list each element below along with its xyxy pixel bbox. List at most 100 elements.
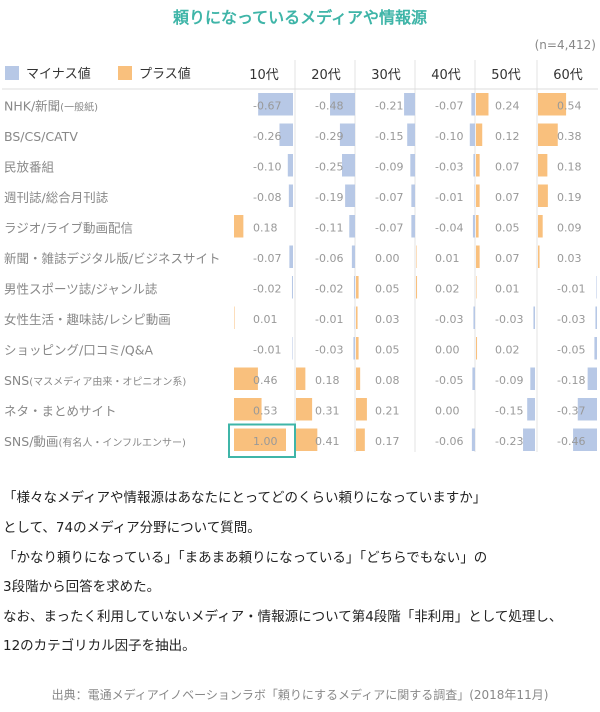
cell-value: -0.02 bbox=[315, 282, 343, 295]
bar-positive bbox=[416, 245, 417, 268]
cell-value: -0.46 bbox=[557, 435, 585, 448]
note-line-4: 3段階から回答を求めた。 bbox=[3, 579, 161, 595]
cell-value: 0.01 bbox=[435, 252, 460, 265]
bar-negative bbox=[523, 428, 535, 451]
row-label: BS/CS/CATV bbox=[4, 129, 78, 144]
row-label: ショッピング/口コミ/Q&A bbox=[4, 342, 154, 357]
cell-value: 0.24 bbox=[495, 99, 520, 112]
cell-value: 0.07 bbox=[495, 191, 520, 204]
cell-value: -0.37 bbox=[557, 404, 585, 417]
column-header: 50代 bbox=[491, 68, 521, 83]
bar-negative bbox=[411, 184, 415, 207]
row-label: 男性スポーツ誌/ジャンル誌 bbox=[4, 281, 158, 296]
cell-value: -0.07 bbox=[253, 252, 281, 265]
cell-value: 0.18 bbox=[253, 221, 278, 234]
column-header: 60代 bbox=[553, 68, 583, 83]
bar-negative bbox=[354, 306, 355, 329]
cell-value: -0.06 bbox=[435, 435, 463, 448]
bar-negative bbox=[533, 306, 535, 329]
bar-negative bbox=[577, 398, 597, 421]
bar-negative bbox=[353, 276, 355, 299]
bar-positive bbox=[356, 276, 359, 299]
cell-value: 0.03 bbox=[557, 252, 582, 265]
bar-positive bbox=[234, 398, 262, 421]
cell-value: -0.48 bbox=[315, 99, 343, 112]
bar-positive bbox=[296, 428, 318, 451]
cell-value: -0.01 bbox=[557, 282, 585, 295]
bar-negative bbox=[258, 93, 293, 116]
bar-negative bbox=[411, 215, 415, 238]
cell-value: -0.04 bbox=[435, 221, 463, 234]
legend-label-positive: プラス値 bbox=[139, 66, 191, 82]
bar-positive bbox=[234, 428, 286, 451]
source-citation: 出典：電通メディアイノベーションラボ「頼りにするメディアに関する調査」(2018… bbox=[51, 688, 549, 702]
bar-positive bbox=[234, 215, 244, 238]
cell-value: -0.07 bbox=[375, 191, 403, 204]
bar-negative bbox=[288, 184, 293, 207]
row-label: NHK/新聞(一般紙) bbox=[4, 98, 98, 113]
bar-positive bbox=[476, 337, 478, 360]
legend-swatch-negative bbox=[5, 66, 19, 80]
row-label: ラジオ/ライブ動画配信 bbox=[4, 220, 133, 235]
cell-value: 0.01 bbox=[253, 313, 278, 326]
bar-positive bbox=[416, 276, 418, 299]
bar-negative bbox=[573, 428, 597, 451]
cell-value: -0.07 bbox=[375, 221, 403, 234]
cell-value: -0.15 bbox=[495, 404, 523, 417]
bar-negative bbox=[339, 123, 355, 146]
chart-title: 頼りになっているメディアや情報源 bbox=[172, 8, 428, 27]
bar-negative bbox=[342, 154, 355, 177]
cell-value: 0.21 bbox=[375, 404, 400, 417]
bar-negative bbox=[472, 215, 475, 238]
cell-value: 0.07 bbox=[495, 160, 520, 173]
column-header: 20代 bbox=[311, 68, 341, 83]
bar-negative bbox=[472, 367, 475, 390]
cell-value: -0.01 bbox=[315, 313, 343, 326]
cell-value: -0.05 bbox=[435, 374, 463, 387]
bar-positive bbox=[356, 337, 359, 360]
cell-value: 1.00 bbox=[253, 435, 278, 448]
bar-positive bbox=[356, 428, 365, 451]
note-line-1: 「様々なメディアや情報源はあなたにとってどのくらい頼りになっていますか」 bbox=[3, 490, 487, 506]
cell-value: 0.41 bbox=[315, 435, 340, 448]
cell-value: -0.03 bbox=[315, 343, 343, 356]
bar-positive bbox=[538, 184, 548, 207]
bar-negative bbox=[530, 367, 535, 390]
cell-value: -0.11 bbox=[315, 221, 343, 234]
bar-negative bbox=[330, 93, 355, 116]
bar-negative bbox=[292, 337, 293, 360]
cell-value: -0.07 bbox=[435, 99, 463, 112]
bar-positive bbox=[476, 123, 483, 146]
bar-positive bbox=[538, 245, 540, 268]
bar-negative bbox=[595, 306, 597, 329]
cell-value: 0.07 bbox=[495, 252, 520, 265]
cell-value: -0.67 bbox=[253, 99, 281, 112]
bar-negative bbox=[404, 93, 415, 116]
bar-negative bbox=[353, 337, 355, 360]
bar-negative bbox=[474, 184, 475, 207]
cell-value: -0.10 bbox=[253, 160, 281, 173]
cell-value: -0.15 bbox=[375, 130, 403, 143]
cell-value: 0.05 bbox=[375, 343, 400, 356]
highlight-box bbox=[228, 423, 296, 458]
cell-value: 0.00 bbox=[435, 343, 460, 356]
cell-value: -0.19 bbox=[315, 191, 343, 204]
cell-value: 0.54 bbox=[557, 99, 582, 112]
cell-value: -0.03 bbox=[435, 160, 463, 173]
cell-value: 0.00 bbox=[435, 404, 460, 417]
bar-negative bbox=[345, 184, 355, 207]
bar-positive bbox=[356, 398, 367, 421]
cell-value: -0.03 bbox=[495, 313, 523, 326]
bar-negative bbox=[596, 276, 597, 299]
bar-negative bbox=[407, 123, 415, 146]
cell-value: 0.00 bbox=[375, 252, 400, 265]
bar-positive bbox=[234, 306, 235, 329]
bar-negative bbox=[279, 123, 293, 146]
row-label: SNS(マスメディア由来・オピニオン系) bbox=[4, 373, 186, 388]
bar-negative bbox=[410, 154, 415, 177]
cell-value: 0.05 bbox=[495, 221, 520, 234]
cell-value: -0.01 bbox=[435, 191, 463, 204]
cell-value: -0.23 bbox=[495, 435, 523, 448]
bar-positive bbox=[356, 367, 361, 390]
bar-positive bbox=[356, 306, 358, 329]
